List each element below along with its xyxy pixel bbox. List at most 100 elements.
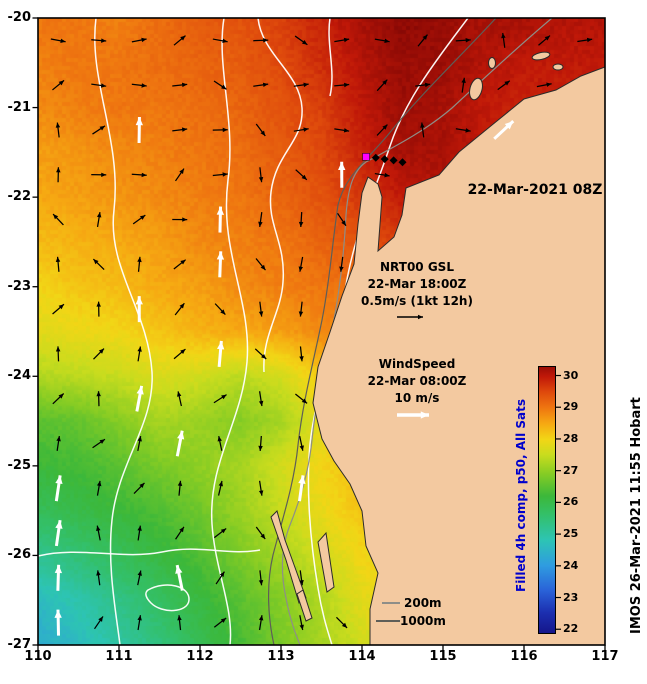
current-arrow-head — [303, 82, 309, 88]
colorbar-tick-label: 29 — [563, 400, 579, 414]
current-arrow-head — [382, 79, 388, 85]
current-arrow-head — [422, 34, 428, 40]
current-arrow-head — [139, 482, 145, 489]
current-arrow-head — [258, 311, 264, 317]
current-arrow-head — [96, 391, 101, 397]
wind-arrow-head — [135, 116, 143, 126]
y-tick-label: -22 — [7, 189, 32, 205]
current-arrow-head — [55, 256, 61, 263]
plot-frame — [37, 17, 606, 646]
sea-level-contour — [328, 18, 333, 97]
wind-legend-scale: 10 m/s — [394, 391, 440, 405]
current-arrow-head — [180, 349, 186, 355]
current-arrow-head — [177, 391, 182, 397]
current-arrow-head — [301, 39, 308, 45]
colorbar-tick-label: 26 — [563, 495, 579, 509]
current-arrow-head — [424, 82, 431, 88]
current-arrow-head — [141, 37, 147, 43]
credit-stamp: IMOS 26-Mar-2021 11:55 Hobart — [629, 397, 644, 634]
x-tick-label: 115 — [429, 649, 457, 664]
landmass — [270, 51, 605, 645]
current-arrow-head — [137, 570, 142, 576]
current-arrow-head — [217, 436, 222, 442]
current-arrow-head — [260, 264, 266, 271]
y-tick-label: -21 — [7, 99, 32, 115]
mainland-coastline — [312, 66, 605, 645]
current-arrow-head — [137, 256, 142, 263]
current-arrow-head — [56, 167, 61, 173]
y-tick-label: -26 — [7, 547, 32, 563]
current-arrow-head — [260, 533, 266, 540]
colorbar-tick-label: 28 — [563, 431, 579, 445]
current-arrow-head — [96, 480, 102, 487]
x-tick-label: 116 — [510, 649, 538, 664]
current-arrow-head — [96, 570, 101, 576]
wind-arrow-head — [216, 251, 225, 260]
track-start-marker — [362, 153, 370, 161]
current-arrow-head — [96, 301, 101, 307]
current-arrow-head — [220, 618, 227, 623]
y-tick-label: -25 — [7, 457, 32, 473]
current-arrow-head — [222, 127, 228, 133]
wind-arrow-head — [217, 340, 225, 350]
x-tick-label: 111 — [105, 649, 133, 664]
current-arrow-head — [219, 571, 225, 578]
current-arrow-head — [98, 616, 103, 622]
current-arrow-head — [258, 176, 264, 183]
current-legend-scale: 0.5m/s (1kt 12h) — [361, 294, 473, 308]
current-arrow-head — [101, 172, 107, 178]
current-arrow-head — [261, 353, 267, 360]
current-arrow-head — [298, 311, 304, 317]
wind-legend: WindSpeed 22-Mar 08:00Z 10 m/s — [347, 356, 487, 407]
depth-legend-200m: 200m — [404, 596, 442, 610]
y-tick-label: -24 — [7, 368, 32, 384]
y-tick-label: -27 — [7, 637, 32, 652]
current-arrow-head — [260, 130, 266, 136]
current-arrow-head — [504, 80, 510, 86]
sea-level-contour — [38, 548, 261, 557]
track-point-marker — [371, 153, 380, 162]
current-arrow-head — [258, 445, 263, 451]
colorbar-tick-label: 23 — [563, 590, 579, 604]
current-arrow-head — [341, 220, 346, 226]
current-arrow-head — [384, 38, 390, 44]
wind-arrow-head — [216, 206, 225, 215]
current-arrow-head — [179, 303, 185, 309]
current-arrow-head — [222, 38, 228, 44]
current-arrow-head — [137, 436, 142, 442]
current-arrow-head — [53, 214, 59, 220]
current-arrow-head — [299, 356, 304, 362]
current-arrow-head — [101, 38, 107, 43]
island — [469, 77, 483, 101]
sea-level-contour — [210, 18, 249, 645]
current-arrow-head — [262, 82, 269, 88]
sea-level-contour — [94, 18, 153, 645]
current-arrow-head — [465, 37, 471, 43]
axis-ticks — [32, 17, 606, 651]
current-arrow-head — [420, 122, 425, 128]
dirk-hartog-island — [270, 510, 307, 604]
current-arrow-head — [301, 398, 308, 404]
x-tick-label: 112 — [186, 649, 214, 664]
current-arrow-head — [56, 436, 61, 442]
current-arrow-head — [58, 304, 64, 310]
current-arrow-head — [137, 615, 142, 621]
current-arrow-head — [96, 525, 101, 532]
wind-arrow-head — [135, 296, 143, 305]
current-arrow-head — [258, 400, 264, 407]
y-tick-label: -23 — [7, 278, 32, 294]
current-legend-time: 22-Mar 18:00Z — [367, 277, 467, 291]
x-tick-label: 117 — [591, 649, 619, 664]
current-arrow-head — [384, 172, 390, 178]
wind-arrow-head — [55, 520, 63, 529]
current-arrow-head — [55, 346, 61, 352]
track-point-marker — [398, 158, 407, 167]
current-arrow-head — [141, 172, 147, 178]
current-arrow-head — [93, 259, 99, 265]
current-arrow-head — [586, 37, 593, 43]
wind-arrow-head — [54, 609, 62, 618]
current-arrow-head — [258, 221, 263, 227]
colorbar-tick-label: 30 — [563, 368, 579, 382]
current-arrow-head — [461, 77, 466, 84]
